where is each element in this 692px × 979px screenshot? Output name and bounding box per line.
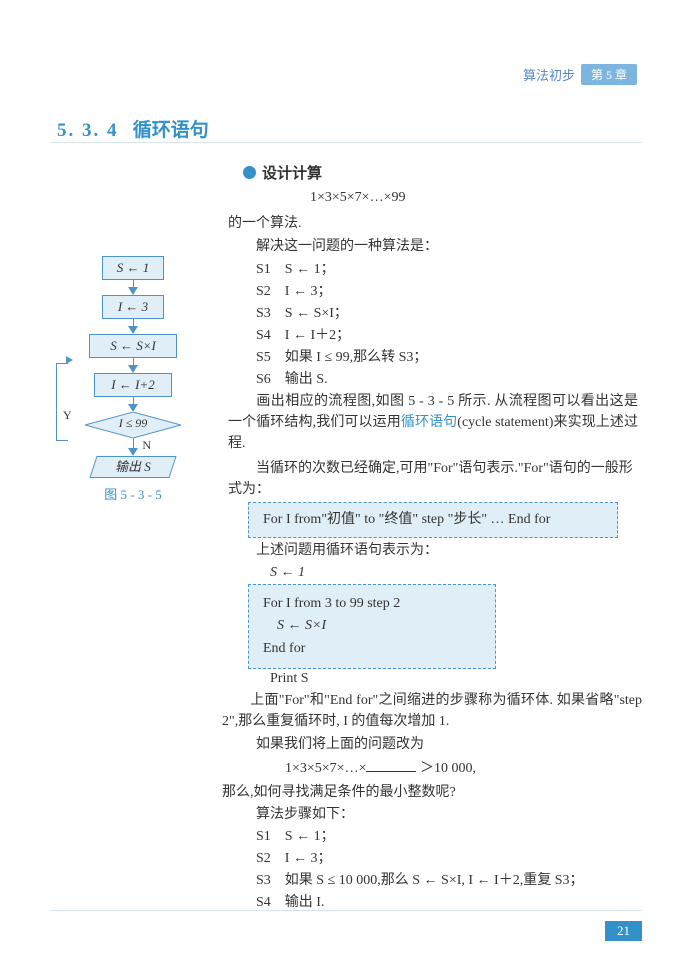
flow-connector: [133, 358, 134, 365]
code-pre: S ← 1: [270, 562, 305, 583]
for-loop-box: For I from 3 to 99 step 2 S ← S×I End fo…: [248, 584, 496, 669]
solve-intro: 解决这一问题的一种算法是：: [228, 236, 438, 257]
loop-back-line: [56, 363, 68, 441]
flow-box-i2: I ← I+2: [94, 373, 172, 397]
step1-s6: S6 输出 S.: [256, 369, 328, 390]
flow-connector: [133, 397, 134, 404]
circle-icon: [243, 166, 256, 179]
design-calc-heading: 设计计算: [243, 162, 322, 183]
intro-text: 的一个算法.: [228, 213, 302, 234]
step2-s3: S3 如果 S ≤ 10 000,那么 S ← S×I, I ← I＋2,重复 …: [256, 870, 584, 891]
cycle-keyword: 循环语句: [401, 415, 457, 430]
expression-1: 1×3×5×7×…×99: [310, 190, 405, 206]
step2-s2: S2 I ← 3；: [256, 848, 331, 869]
flow-output: 输出 S: [89, 456, 176, 478]
flow-connector: [133, 319, 134, 326]
for-syntax-box: For I from"初值" to "终值" step "步长" … End f…: [248, 502, 618, 538]
paragraph-7: 算法步骤如下：: [228, 804, 354, 825]
for-line2: S ← S×I: [263, 615, 481, 637]
step1-s5: S5 如果 I ≤ 99,那么转 S3；: [256, 347, 427, 368]
for-syntax: For I from"初值" to "终值" step "步长" … End f…: [263, 512, 550, 527]
paragraph-6: 那么,如何寻找满足条件的最小整数呢?: [222, 782, 456, 803]
decision-no: N: [142, 438, 151, 453]
page-header: 算法初步 第 5 章: [523, 64, 637, 85]
step1-s3: S3 S ← S×I；: [256, 303, 348, 324]
blank-underline: [366, 771, 416, 772]
section-rule: [50, 142, 642, 143]
design-calc-label: 设计计算: [262, 162, 322, 183]
decision-label: I ≤ 99: [85, 416, 181, 431]
arrow-down-icon: [128, 287, 138, 295]
flow-box-s1: S ← 1: [102, 256, 164, 280]
paragraph-1: 画出相应的流程图,如图 5 - 3 - 5 所示. 从流程图可以看出这是一个循环…: [228, 391, 638, 454]
figure-caption: 图 5 - 3 - 5: [68, 484, 198, 503]
para4: 上面"For"和"End for"之间缩进的步骤称为循环体. 如果省略"step…: [222, 693, 642, 729]
expression-2: 1×3×5×7×…× ＞10 000,: [285, 758, 476, 779]
para2: 当循环的次数已经确定,可用"For"语句表示."For"语句的一般形式为：: [228, 461, 633, 497]
flowchart: S ← 1 I ← 3 S ← S×I I ← I+2 I ≤ 99 Y N 输…: [68, 256, 198, 503]
expr2a: 1×3×5×7×…×: [285, 761, 366, 776]
flow-decision: I ≤ 99 Y N: [85, 412, 181, 438]
chapter-tag: 第 5 章: [581, 64, 637, 85]
flow-connector: [133, 280, 134, 287]
code-post: Print S: [270, 668, 309, 689]
arrow-down-icon: [128, 448, 138, 456]
step1-s2: S2 I ← 3；: [256, 281, 331, 302]
paragraph-4: 上面"For"和"End for"之间缩进的步骤称为循环体. 如果省略"step…: [222, 690, 642, 732]
bottom-rule: [50, 910, 642, 911]
page-number: 21: [605, 921, 642, 941]
decision-yes: Y: [63, 408, 72, 423]
step1-s1: S1 S ← 1；: [256, 259, 335, 280]
loop-arrow-icon: [66, 356, 73, 364]
arrow-down-icon: [128, 404, 138, 412]
for-line3: End for: [263, 638, 481, 660]
flow-box-sxi: S ← S×I: [89, 334, 177, 358]
paragraph-2: 当循环的次数已经确定,可用"For"语句表示."For"语句的一般形式为：: [228, 458, 638, 500]
flow-connector: [133, 438, 134, 448]
for-line1: For I from 3 to 99 step 2: [263, 593, 481, 615]
section-name: 循环语句: [133, 120, 209, 141]
section-title: 5. 3. 4 循环语句: [57, 115, 209, 142]
arrow-down-icon: [128, 326, 138, 334]
step2-s1: S1 S ← 1；: [256, 826, 335, 847]
step1-s4: S4 I ← I＋2；: [256, 325, 350, 346]
section-number: 5. 3. 4: [57, 120, 119, 141]
header-topic: 算法初步: [523, 65, 575, 84]
arrow-down-icon: [128, 365, 138, 373]
flow-box-i3: I ← 3: [102, 295, 164, 319]
paragraph-3: 上述问题用循环语句表示为：: [228, 540, 438, 561]
expr2b: ＞10 000,: [420, 761, 476, 776]
output-label: 输出 S: [115, 457, 151, 477]
paragraph-5: 如果我们将上面的问题改为: [228, 734, 424, 755]
